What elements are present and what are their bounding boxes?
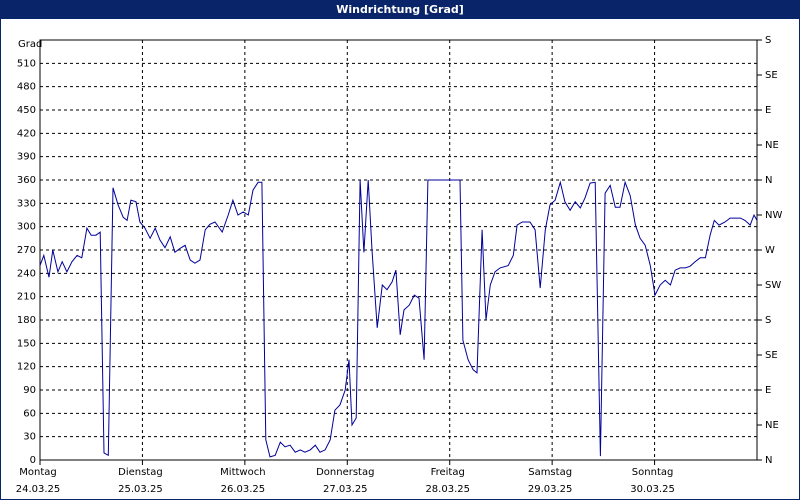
y2-tick-label: S xyxy=(765,35,771,46)
x-tick-label: Donnerstag xyxy=(316,467,374,478)
y2-tick-label: NW xyxy=(765,210,782,221)
y-tick-label: 330 xyxy=(17,198,36,209)
y-tick-label: 300 xyxy=(17,222,36,233)
y-tick-label: 270 xyxy=(17,245,36,256)
chart-title: Windrichtung [Grad] xyxy=(336,3,464,16)
x-tick-label: Dienstag xyxy=(118,467,163,478)
y-tick-label: 390 xyxy=(17,152,36,163)
x-tick-label: Sonntag xyxy=(632,467,674,478)
y-tick-label: 90 xyxy=(23,385,36,396)
y-tick-label: 360 xyxy=(17,175,36,186)
y2-tick-label: N xyxy=(765,455,772,466)
x-tick-date: 25.03.25 xyxy=(118,484,163,495)
y2-tick-label: NE xyxy=(765,140,779,151)
y2-tick-label: W xyxy=(765,245,775,256)
y-axis-label: Grad xyxy=(18,39,42,50)
x-tick-date: 29.03.25 xyxy=(528,484,573,495)
x-tick-label: Mittwoch xyxy=(220,467,265,478)
x-tick-date: 27.03.25 xyxy=(323,484,368,495)
y-tick-label: 510 xyxy=(17,58,36,69)
x-tick-date: 28.03.25 xyxy=(425,484,470,495)
y-tick-label: 30 xyxy=(23,432,36,443)
y-tick-label: 480 xyxy=(17,82,36,93)
x-tick-label: Samstag xyxy=(528,467,572,478)
x-tick-date: 30.03.25 xyxy=(630,484,675,495)
y-tick-label: 210 xyxy=(17,292,36,303)
x-tick-label: Freitag xyxy=(431,467,465,478)
y-tick-label: 240 xyxy=(17,268,36,279)
x-tick-date: 24.03.25 xyxy=(16,484,61,495)
y-tick-label: 180 xyxy=(17,315,36,326)
y2-tick-label: SE xyxy=(765,350,778,361)
y2-tick-label: E xyxy=(765,385,771,396)
y-tick-label: 450 xyxy=(17,105,36,116)
y-tick-label: 60 xyxy=(23,408,36,419)
y2-tick-label: SW xyxy=(765,280,781,291)
y-tick-label: 0 xyxy=(30,455,36,466)
data-line xyxy=(39,179,758,458)
y-tick-label: 420 xyxy=(17,128,36,139)
x-tick-label: Montag xyxy=(19,467,56,478)
title-bar xyxy=(0,0,800,19)
x-tick-date: 26.03.25 xyxy=(221,484,266,495)
y2-tick-label: S xyxy=(765,315,771,326)
y-tick-label: 120 xyxy=(17,362,36,373)
plot-frame xyxy=(39,39,758,461)
y2-tick-label: N xyxy=(765,175,772,186)
y-tick-label: 150 xyxy=(17,338,36,349)
y2-tick-label: SE xyxy=(765,70,778,81)
y2-tick-label: NE xyxy=(765,420,779,431)
y2-tick-label: E xyxy=(765,105,771,116)
